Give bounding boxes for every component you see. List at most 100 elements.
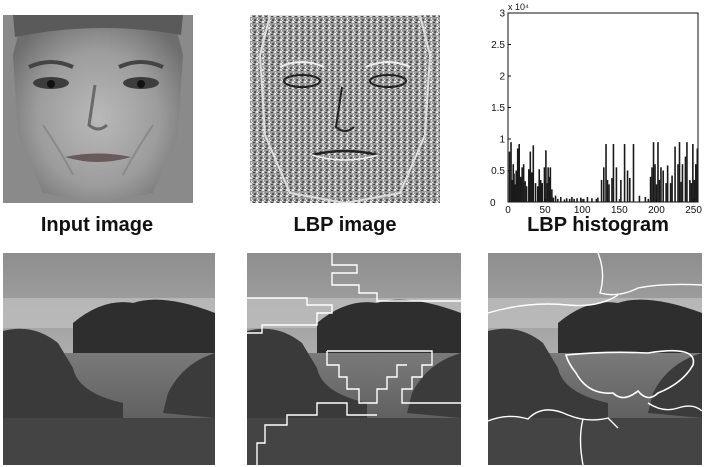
histogram-bar — [684, 156, 687, 202]
histogram-bar — [660, 167, 662, 202]
histogram-bar — [657, 142, 659, 202]
x-tick-label: 200 — [648, 205, 665, 214]
histogram-bar — [528, 169, 530, 202]
histogram-bar — [681, 164, 684, 202]
lbp-face-image — [250, 15, 440, 203]
histogram-bar — [649, 176, 652, 202]
histogram-bar — [654, 164, 656, 202]
x-tick-label: 150 — [611, 205, 628, 214]
histogram-bar — [582, 198, 585, 202]
y-tick-label-zero: 0 — [490, 198, 496, 209]
histogram-bar — [662, 170, 664, 202]
y-tick-label: 1.5 — [491, 103, 505, 114]
histogram-bar — [531, 172, 533, 202]
histogram-bar — [605, 144, 607, 202]
caption-lbp-image: LBP image — [293, 214, 397, 236]
histogram-bar — [545, 150, 547, 202]
histogram-bar — [652, 142, 655, 202]
histogram-bar — [606, 179, 609, 202]
histogram-bar — [615, 167, 618, 202]
histogram-bar — [508, 151, 511, 202]
y-tick-label: 3 — [499, 9, 505, 20]
histogram-bar — [515, 170, 518, 202]
histogram-svg: 0 50 100 150 200 250 0.5 1 1.5 2 2.5 3 0 x 10⁴ — [490, 2, 702, 214]
histogram-bar — [510, 142, 512, 202]
histogram-bar — [626, 170, 629, 202]
x-tick-label: 250 — [685, 205, 702, 214]
lbp-face-drawing — [250, 15, 440, 203]
histogram-bar — [686, 142, 688, 202]
histogram-bar — [571, 196, 573, 202]
histogram-bar — [595, 198, 598, 202]
histogram-bar — [516, 148, 519, 202]
histogram-bar — [536, 186, 539, 202]
histogram-bar — [518, 144, 520, 202]
histogram-bar — [591, 198, 593, 202]
histogram-bar — [674, 146, 676, 202]
histogram-bar — [573, 198, 575, 202]
histogram-bar — [696, 148, 699, 202]
histogram-y-ticks: 0.5 1 1.5 2 2.5 3 — [491, 9, 511, 177]
histogram-bar — [695, 164, 697, 202]
histogram-bar — [521, 167, 523, 202]
landscape-refined-drawing — [488, 253, 702, 465]
histogram-bar — [666, 165, 669, 202]
input-face-drawing — [3, 15, 193, 203]
histogram-bar — [644, 196, 647, 202]
histogram-bar — [551, 189, 553, 202]
histogram-bar — [525, 186, 528, 202]
histogram-bar — [556, 198, 559, 202]
histogram-bar — [669, 183, 672, 202]
histogram-bar — [623, 144, 626, 202]
histogram-bar — [541, 183, 543, 202]
histogram-bar — [608, 184, 610, 202]
histogram-bar — [510, 179, 513, 202]
input-face-image — [3, 15, 193, 203]
landscape-block-segmentation — [247, 253, 461, 465]
histogram-bar — [611, 178, 613, 202]
histogram-bar — [612, 144, 615, 202]
histogram-bar — [597, 197, 599, 202]
histogram-bar — [552, 197, 555, 202]
landscape-blocks-drawing — [247, 253, 461, 465]
histogram-bar — [529, 151, 532, 202]
histogram-bar — [678, 142, 681, 202]
histogram-bar — [539, 179, 542, 202]
histogram-bar — [692, 144, 694, 202]
histogram-bar — [647, 198, 650, 202]
histogram-bar — [522, 164, 525, 202]
histogram-bar — [677, 164, 679, 202]
histogram-bar — [620, 179, 622, 202]
histogram-bar — [563, 199, 566, 202]
histogram-bar — [603, 167, 605, 202]
y-tick-label: 1 — [499, 135, 505, 146]
histogram-bar — [576, 198, 578, 202]
histogram-bar — [568, 198, 571, 202]
histogram-bar — [519, 176, 522, 202]
caption-input-image: Input image — [40, 214, 154, 236]
histogram-bar — [693, 179, 696, 202]
histogram-bar — [524, 181, 526, 202]
histogram-bar — [532, 145, 535, 202]
histogram-bar — [680, 181, 682, 202]
x-tick-label: 50 — [540, 205, 552, 214]
histogram-bar — [538, 169, 541, 202]
histogram-bar — [547, 167, 549, 202]
histogram-bar — [534, 183, 537, 202]
histogram-bar — [579, 197, 582, 202]
histogram-bar — [632, 144, 635, 202]
histogram-bar — [665, 183, 667, 202]
histogram-bar — [600, 179, 603, 202]
histogram-bar — [559, 196, 562, 202]
histogram-x-ticks: 0 50 100 150 200 250 — [505, 199, 702, 214]
x-tick-label: 100 — [574, 205, 591, 214]
y-tick-label: 2.5 — [491, 40, 505, 51]
histogram-bar — [586, 196, 589, 202]
histogram-bar — [689, 179, 691, 202]
histogram-bar — [655, 184, 658, 202]
landscape-refined-segmentation — [488, 253, 702, 465]
caption-lbp-histogram: LBP histogram — [527, 214, 669, 236]
landscape-input-image — [3, 253, 215, 465]
histogram-bar — [628, 178, 631, 202]
histogram-bars — [508, 142, 699, 202]
